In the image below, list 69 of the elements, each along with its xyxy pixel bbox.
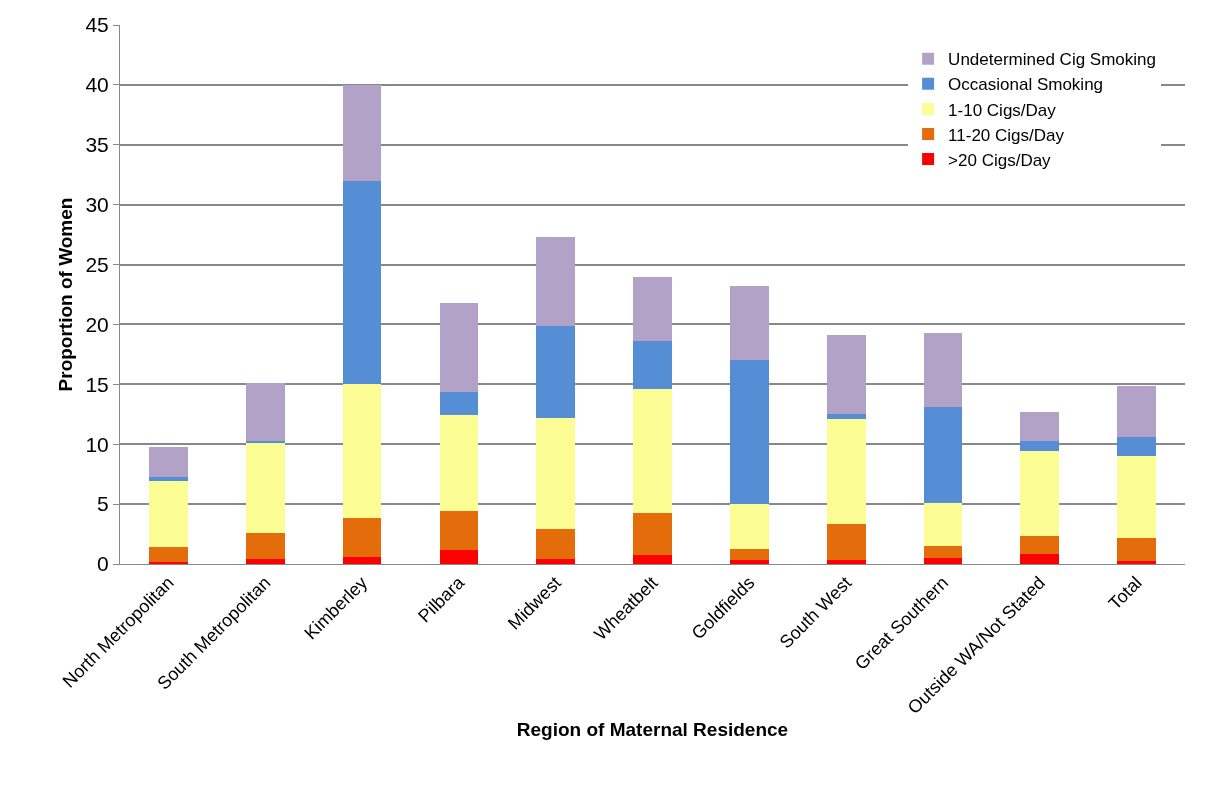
legend-label: >20 Cigs/Day xyxy=(948,150,1052,170)
bar xyxy=(149,446,188,477)
x-axis-title: Region of Maternal Residence xyxy=(516,718,789,740)
bar xyxy=(149,481,188,548)
y-tick-label: 20 xyxy=(85,312,109,336)
bar xyxy=(439,511,479,551)
bar xyxy=(439,302,479,392)
y-axis-title: Proportion of Women xyxy=(55,197,76,392)
legend-label: 11-20 Cigs/Day xyxy=(948,125,1065,145)
bar xyxy=(729,504,769,550)
bar xyxy=(923,546,963,559)
bar xyxy=(536,237,576,326)
legend-label: 1-10 Cigs/Day xyxy=(948,100,1057,120)
bar xyxy=(439,391,479,416)
y-tick-label: 10 xyxy=(85,432,109,456)
bar xyxy=(1020,554,1060,564)
legend-label: Occasional Smoking xyxy=(948,75,1104,95)
bar xyxy=(245,383,285,441)
bar xyxy=(633,389,672,513)
bar xyxy=(633,555,672,564)
bar xyxy=(633,341,672,390)
bar xyxy=(439,415,479,512)
bar xyxy=(923,407,963,503)
bar xyxy=(342,556,382,564)
bar xyxy=(149,547,188,563)
bar xyxy=(245,532,285,560)
bar xyxy=(923,332,963,408)
bar xyxy=(826,335,866,415)
bar xyxy=(826,559,866,564)
bar xyxy=(536,529,576,560)
bar xyxy=(826,419,866,524)
bar xyxy=(1117,537,1156,562)
bar xyxy=(1020,412,1060,441)
bar xyxy=(729,286,769,361)
y-tick-label: 45 xyxy=(85,13,109,37)
bar xyxy=(342,384,382,519)
bar xyxy=(245,443,285,533)
bar xyxy=(536,559,576,564)
y-tick-label: 15 xyxy=(85,372,109,396)
bar xyxy=(1020,535,1060,555)
bar xyxy=(923,502,963,547)
bar xyxy=(1117,456,1156,538)
bar xyxy=(1020,440,1060,451)
bar xyxy=(1117,386,1156,438)
bar xyxy=(826,523,866,560)
bar xyxy=(536,417,576,530)
bar xyxy=(1020,450,1060,536)
bar xyxy=(729,560,769,564)
bar xyxy=(245,559,285,564)
bar xyxy=(342,518,382,557)
bar xyxy=(826,414,866,420)
bar xyxy=(342,84,382,181)
legend-label: Undetermined Cig Smoking xyxy=(948,50,1156,70)
y-tick-label: 40 xyxy=(85,73,109,97)
y-tick-label: 0 xyxy=(97,552,109,576)
bar xyxy=(536,325,576,418)
bar xyxy=(342,180,382,385)
bar xyxy=(923,558,963,564)
y-tick-label: 25 xyxy=(85,252,109,276)
bar xyxy=(439,550,479,564)
bar xyxy=(1117,437,1156,457)
y-tick-label: 5 xyxy=(97,492,109,516)
bar xyxy=(633,276,672,342)
bar xyxy=(729,360,769,505)
y-tick-label: 30 xyxy=(85,193,109,217)
bar xyxy=(729,549,769,561)
bar xyxy=(1117,561,1156,564)
y-tick-label: 35 xyxy=(85,133,109,157)
bar xyxy=(633,512,672,556)
